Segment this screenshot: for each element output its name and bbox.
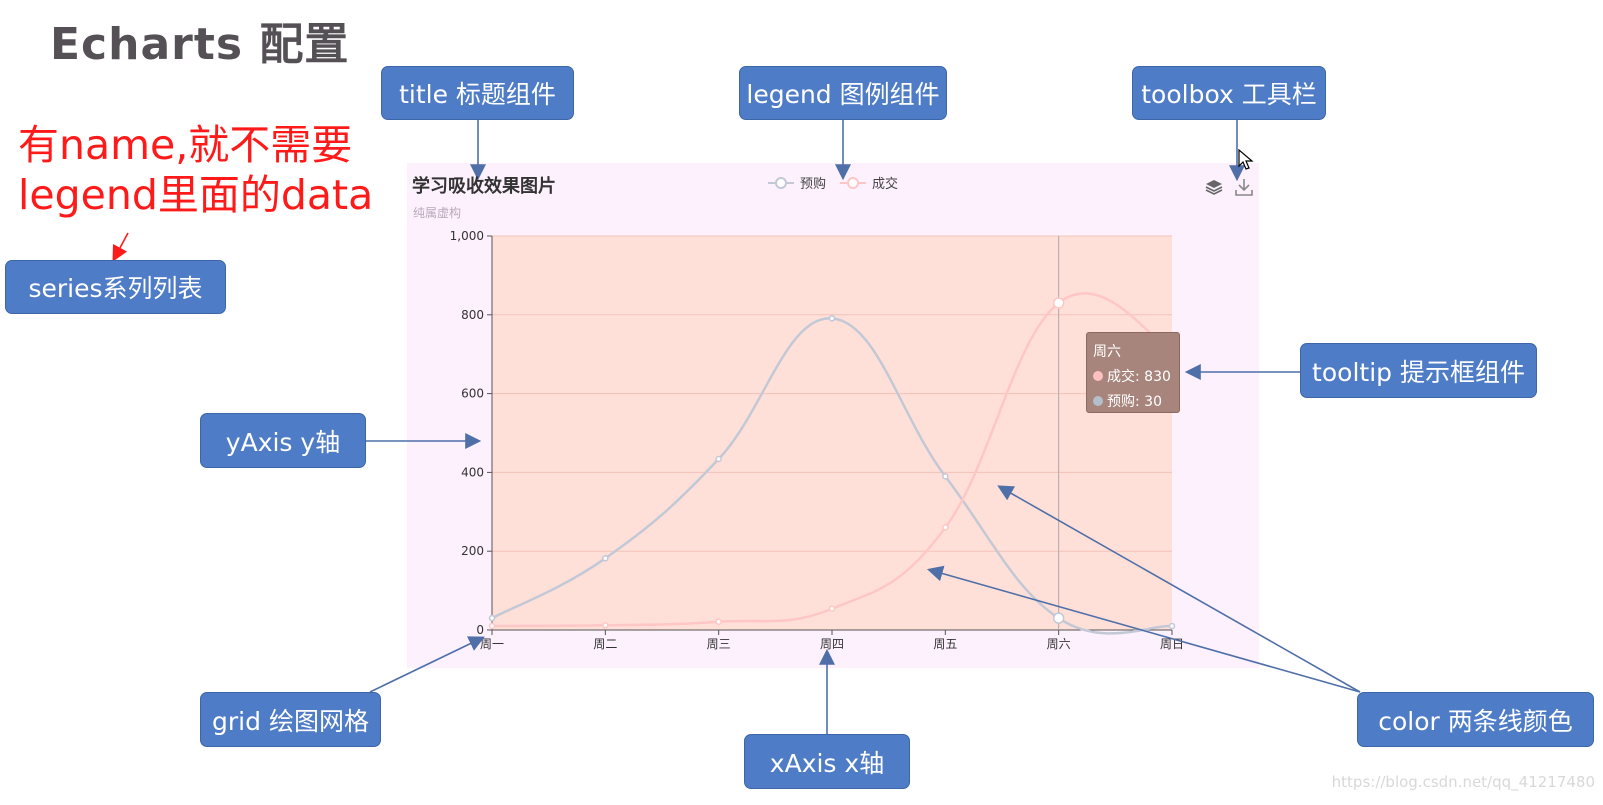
callout-color: color 两条线颜色 [1357,692,1594,747]
legend-label-chengjiao: 成交 [872,177,899,192]
callout-yaxis: yAxis y轴 [200,413,366,468]
series-point [602,622,609,629]
note-line-2: legend里面的data [18,171,374,219]
series-point [828,315,836,322]
tooltip-row-chengjiao: 成交: 830 [1093,366,1173,386]
series-point [488,622,496,630]
series-point [942,473,949,480]
callout-grid: grid 绘图网格 [200,692,381,747]
callout-tooltip: tooltip 提示框组件 [1300,343,1537,398]
x-tick-label: 周六 [1047,637,1071,651]
chart-subtitle: 纯属虚构 [413,206,462,220]
series-point [942,524,949,531]
note-line-1: 有name,就不需要 [18,121,353,169]
series-point [715,455,722,463]
series-point [1052,612,1065,624]
series-point [602,555,609,562]
series-point [715,618,722,625]
tooltip-label-chengjiao: 成交: 830 [1107,369,1171,385]
legend-item-yugou[interactable]: 预购 [768,173,826,192]
arrow-color-2 [997,485,1361,693]
tooltip-row-yugou: 预购: 30 [1093,391,1173,411]
tooltip-header: 周六 [1093,344,1121,360]
tooltip-label-yugou: 预购: 30 [1107,394,1162,410]
legend-yugou-icon [768,176,794,189]
arrow-grid [369,636,485,693]
chart-tooltip: 周六 成交: 830 预购: 30 [1086,332,1180,413]
legend-chengjiao-icon [840,176,867,189]
legend-item-chengjiao[interactable]: 成交 [840,173,898,192]
callout-series: series系列列表 [5,260,226,314]
y-tick-label: 1,000 [450,229,484,243]
legend-label-yugou: 预购 [800,177,827,192]
download-icon[interactable] [1234,177,1254,197]
chart-toolbox[interactable] [1204,177,1254,197]
x-tick-label: 周四 [820,637,844,651]
watermark: https://blog.csdn.net/qq_41217480 [1331,773,1595,791]
series-point [488,614,496,622]
callout-title: title 标题组件 [381,66,574,120]
x-tick-label: 周五 [933,637,957,651]
x-tick-label: 周一 [480,637,504,651]
chart-title: 学习吸收效果图片 [412,176,556,197]
x-tick-label: 周三 [707,637,731,651]
red-note: 有name,就不需要 legend里面的data [18,120,378,220]
series-point [828,605,836,612]
chart-legend[interactable]: 预购 成交 [768,173,908,192]
y-tick-label: 800 [461,308,484,322]
callout-xaxis: xAxis x轴 [744,734,910,789]
arrow-note [112,232,129,262]
stack-icon[interactable] [1204,177,1224,197]
series-point [1168,622,1176,630]
y-tick-label: 200 [461,544,484,558]
x-tick-label: 周二 [593,637,617,651]
callout-toolbox: toolbox 工具栏 [1132,66,1326,120]
callout-legend: legend 图例组件 [739,66,947,120]
y-tick-label: 600 [461,387,484,401]
mouse-cursor-icon [1238,149,1254,170]
y-tick-label: 0 [476,623,484,637]
arrow-color-1 [926,565,1361,693]
series-point [1052,297,1065,309]
y-tick-label: 400 [461,465,484,479]
page-title: Echarts 配置 [50,19,350,70]
tooltip-dot-yugou [1093,396,1103,406]
tooltip-dot-chengjiao [1093,371,1103,381]
